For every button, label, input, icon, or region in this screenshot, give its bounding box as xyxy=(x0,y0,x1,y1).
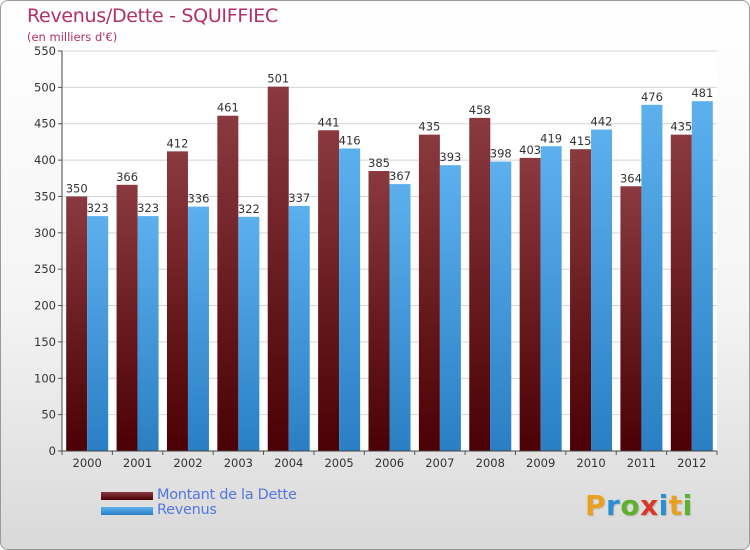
y-tick-label: 250 xyxy=(34,262,56,276)
legend-swatch-dette xyxy=(101,492,153,500)
data-label: 367 xyxy=(389,169,411,183)
x-tick-label: 2005 xyxy=(324,456,353,470)
data-label: 461 xyxy=(217,101,239,115)
x-tick-label: 2002 xyxy=(173,456,202,470)
y-tick-label: 0 xyxy=(49,444,56,458)
bar-revenus xyxy=(87,216,109,451)
bar-dette xyxy=(166,151,188,451)
data-label: 435 xyxy=(670,120,692,134)
data-label: 322 xyxy=(238,202,260,216)
data-label: 398 xyxy=(490,147,512,161)
data-label: 458 xyxy=(469,103,491,117)
logo-letter: t xyxy=(668,489,683,522)
y-tick-label: 350 xyxy=(34,189,56,203)
x-tick-label: 2012 xyxy=(677,456,706,470)
bar-dette xyxy=(217,115,239,452)
bar-dette xyxy=(670,134,692,452)
y-tick-label: 500 xyxy=(34,80,56,94)
bar-revenus xyxy=(591,129,613,451)
x-tick-label: 2009 xyxy=(526,456,555,470)
y-tick-label: 400 xyxy=(34,153,56,167)
bar-revenus xyxy=(187,206,209,451)
chart-subtitle: (en milliers d'€) xyxy=(27,30,118,44)
logo-letter: i xyxy=(682,489,693,522)
logo-letter: r xyxy=(606,489,621,522)
bar-dette xyxy=(418,134,440,452)
legend-label-dette: Montant de la Dette xyxy=(157,487,297,503)
x-tick-label: 2006 xyxy=(375,456,404,470)
x-tick-label: 2007 xyxy=(425,456,454,470)
chart-title: Revenus/Dette - SQUIFFIEC xyxy=(27,5,278,27)
data-label: 364 xyxy=(620,171,642,185)
y-tick-label: 450 xyxy=(34,117,56,131)
bar-revenus xyxy=(238,216,260,451)
x-tick-label: 2011 xyxy=(627,456,656,470)
bar-dette xyxy=(318,130,340,452)
data-label: 350 xyxy=(66,181,88,195)
bar-revenus xyxy=(641,104,663,452)
bar-revenus xyxy=(490,161,512,451)
proxiti-logo: Proxiti xyxy=(585,489,693,522)
data-label: 501 xyxy=(267,72,289,86)
bar-revenus xyxy=(339,148,361,452)
data-label: 393 xyxy=(439,150,461,164)
legend-label-revenus: Revenus xyxy=(157,502,217,518)
data-label: 323 xyxy=(137,201,159,215)
y-tick-label: 300 xyxy=(34,226,56,240)
logo-letter: i xyxy=(658,489,669,522)
x-tick-label: 2004 xyxy=(274,456,303,470)
bar-revenus xyxy=(389,184,411,451)
x-tick-label: 2001 xyxy=(123,456,152,470)
bar-revenus xyxy=(137,216,159,451)
bar-revenus xyxy=(540,146,562,452)
x-tick-label: 2010 xyxy=(576,456,605,470)
legend-swatch-revenus xyxy=(101,507,153,515)
data-label: 337 xyxy=(288,191,310,205)
logo-letter: o xyxy=(620,489,641,522)
data-label: 323 xyxy=(87,201,109,215)
data-label: 476 xyxy=(641,90,663,104)
bar-dette xyxy=(519,157,541,451)
data-label: 442 xyxy=(591,115,613,129)
y-tick-label: 150 xyxy=(34,335,56,349)
data-label: 415 xyxy=(570,134,592,148)
logo-letter: x xyxy=(640,489,659,522)
y-tick-label: 550 xyxy=(34,44,56,58)
bar-dette xyxy=(620,186,642,452)
data-label: 385 xyxy=(368,156,390,170)
x-tick-label: 2008 xyxy=(476,456,505,470)
bar-revenus xyxy=(691,101,713,451)
bar-dette xyxy=(469,117,491,451)
bar-dette xyxy=(66,196,88,451)
bar-dette xyxy=(570,149,592,451)
data-label: 435 xyxy=(418,120,440,134)
data-label: 419 xyxy=(540,131,562,145)
y-tick-label: 50 xyxy=(41,408,56,422)
logo-letter: P xyxy=(585,489,607,522)
y-tick-label: 100 xyxy=(34,371,56,385)
x-tick-label: 2000 xyxy=(73,456,102,470)
data-label: 366 xyxy=(116,170,138,184)
data-label: 481 xyxy=(691,86,713,100)
bar-dette xyxy=(267,86,289,452)
x-tick-label: 2003 xyxy=(224,456,253,470)
data-label: 403 xyxy=(519,143,541,157)
data-label: 412 xyxy=(166,136,188,150)
bar-revenus xyxy=(288,205,310,451)
bar-dette xyxy=(368,171,390,451)
data-label: 441 xyxy=(318,115,340,129)
y-tick-label: 200 xyxy=(34,299,56,313)
data-label: 416 xyxy=(339,133,361,147)
bar-revenus xyxy=(439,165,461,451)
data-label: 336 xyxy=(187,192,209,206)
bar-dette xyxy=(116,184,138,451)
